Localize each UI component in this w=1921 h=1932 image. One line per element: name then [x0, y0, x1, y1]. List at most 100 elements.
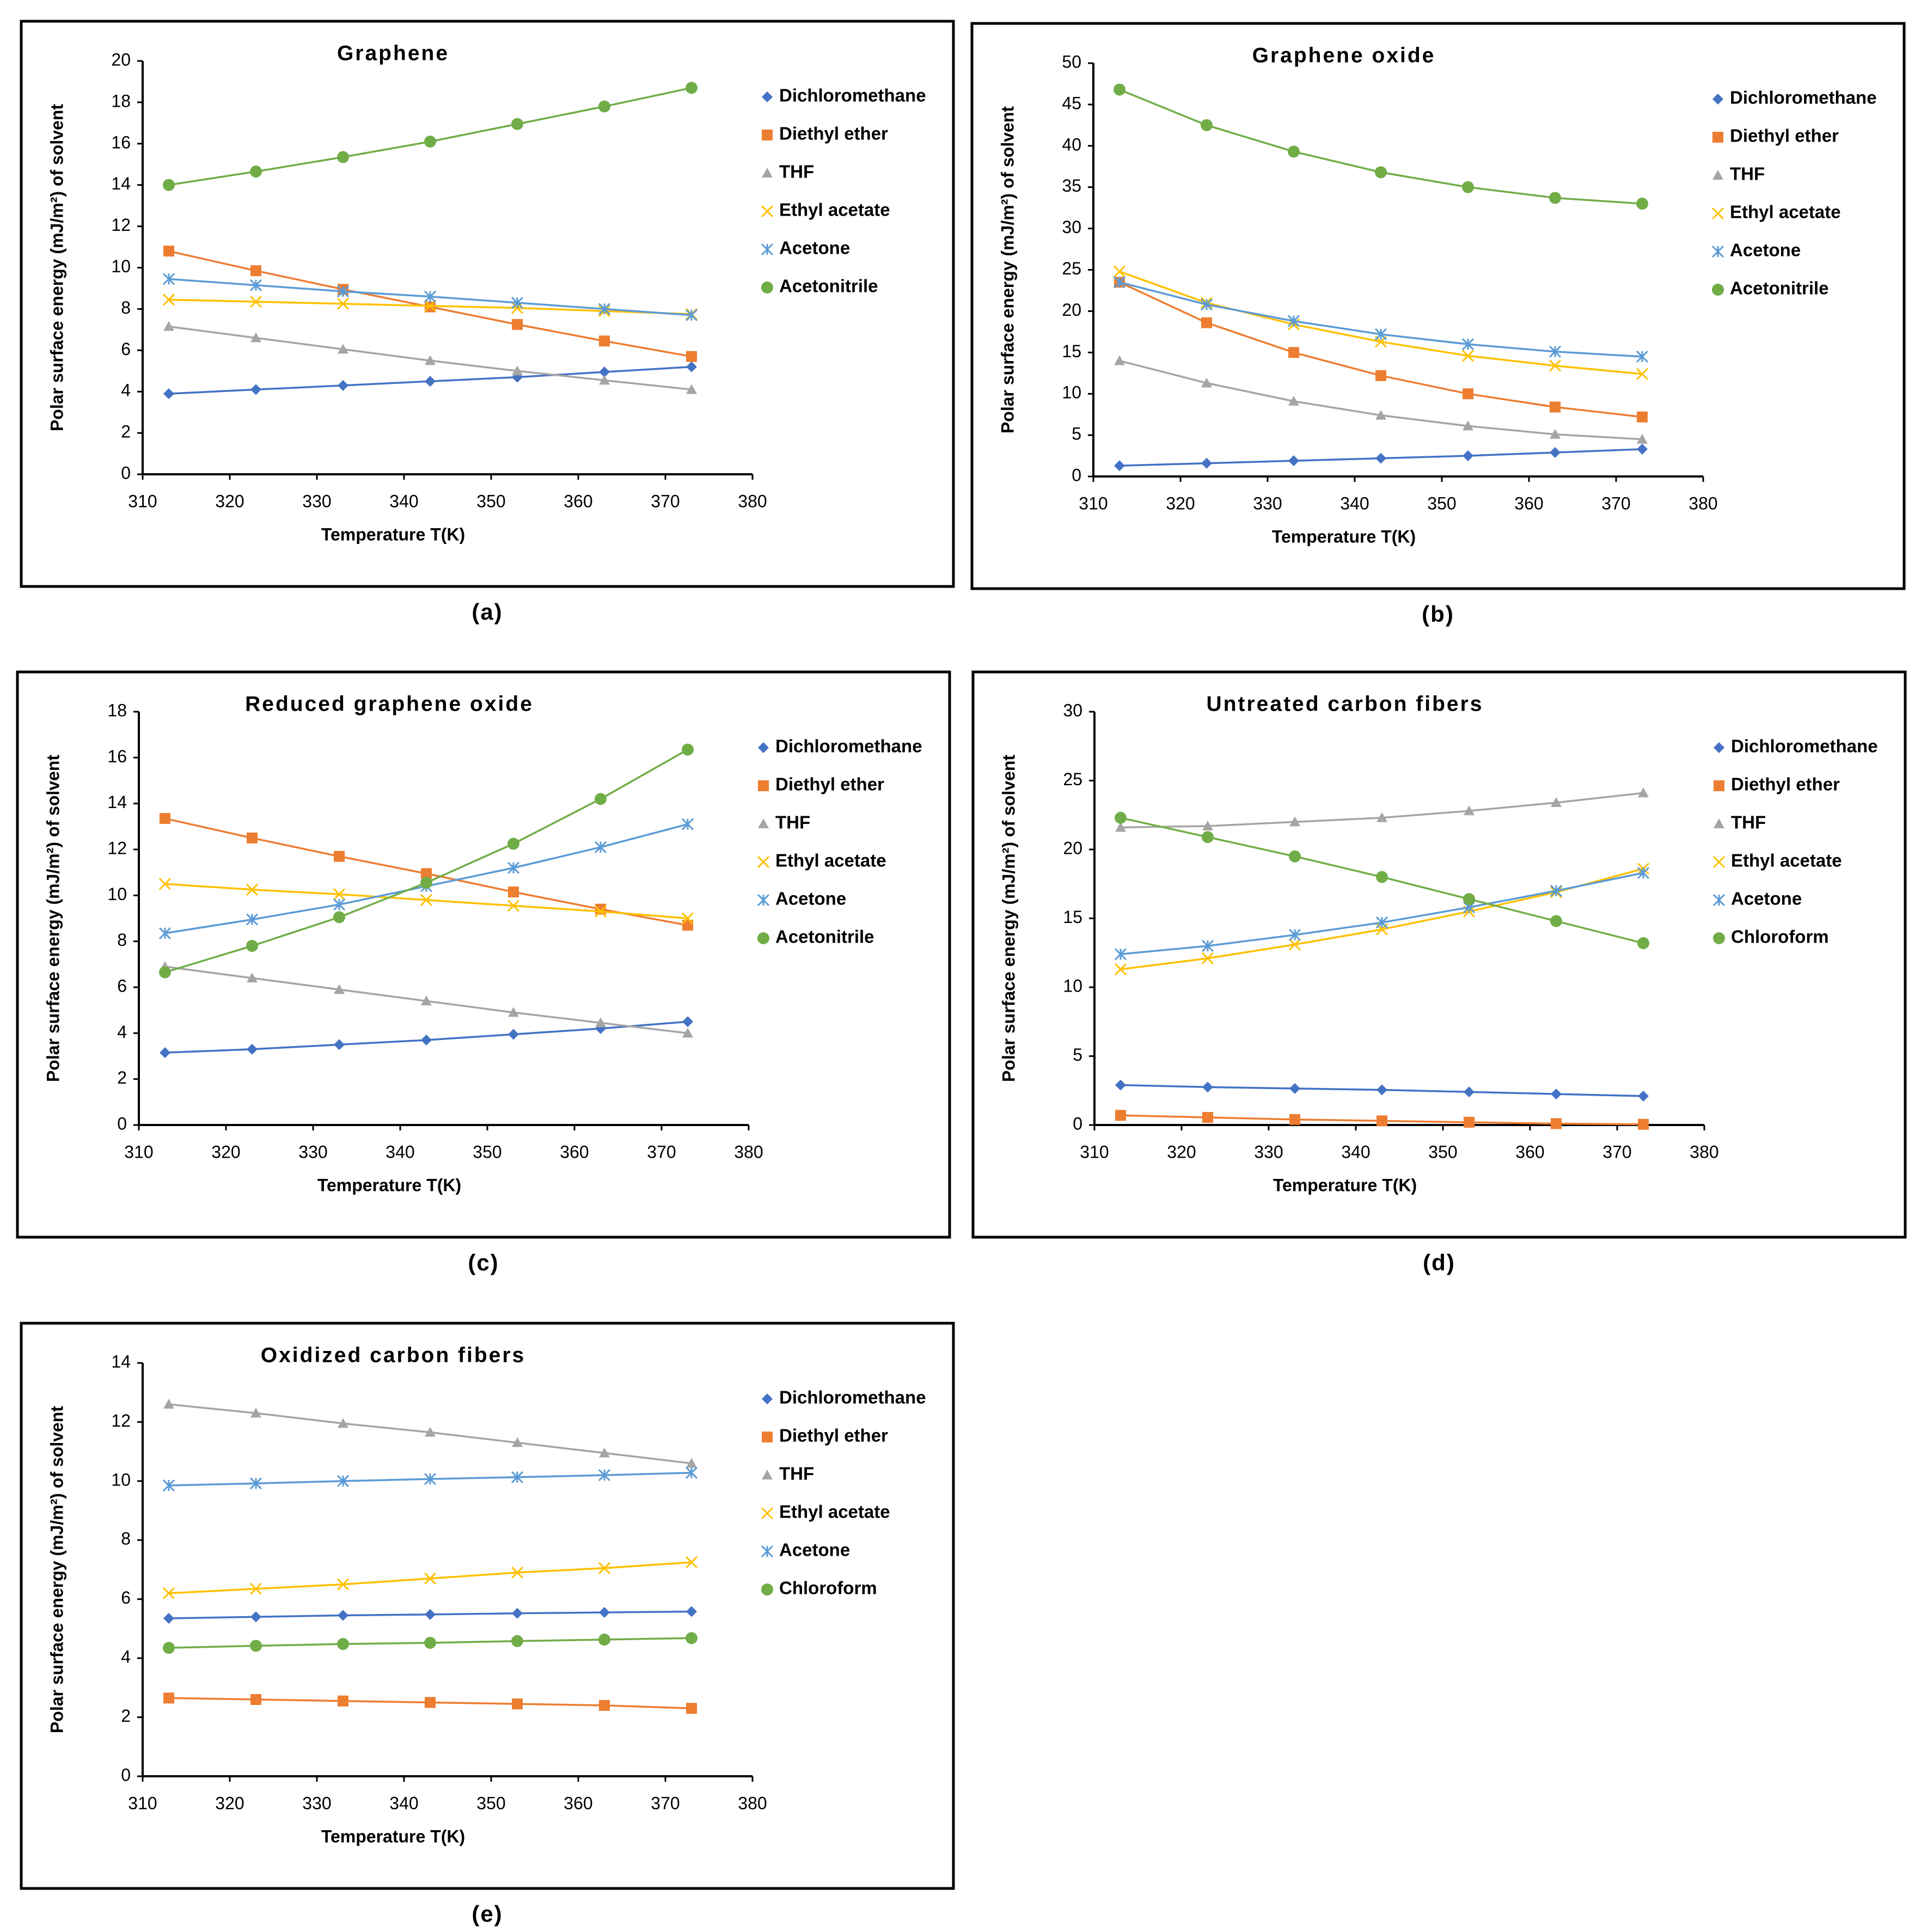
caption: (c) — [468, 1250, 499, 1275]
y-axis-label: Polar surface energy (mJ/m²) of solvent — [47, 1406, 66, 1733]
legend-label: THF — [775, 812, 810, 833]
data-point — [681, 818, 694, 830]
y-tick-label: 6 — [121, 339, 131, 359]
data-point — [160, 813, 170, 824]
data-point — [595, 903, 606, 915]
legend-label: Ethyl acetate — [779, 1502, 890, 1522]
y-tick-label: 5 — [1073, 1045, 1082, 1065]
data-point — [686, 1458, 697, 1468]
y-tick-label: 4 — [121, 1647, 131, 1667]
legend-marker — [761, 1583, 773, 1595]
legend-label: Acetonitrile — [779, 276, 878, 296]
legend-label: Acetone — [779, 238, 850, 258]
data-point — [599, 1607, 610, 1618]
x-tick-label: 320 — [215, 491, 244, 511]
data-point — [425, 376, 436, 387]
y-tick-label: 35 — [1062, 176, 1081, 195]
y-tick-label: 10 — [111, 256, 131, 276]
data-point — [424, 1472, 437, 1485]
data-point — [337, 1475, 350, 1487]
data-point — [512, 365, 523, 376]
data-point — [594, 905, 607, 918]
data-point — [1638, 1118, 1649, 1130]
legend-marker — [762, 1432, 773, 1442]
series-line — [1120, 872, 1644, 956]
y-tick-label: 30 — [1063, 700, 1082, 720]
x-tick-label: 310 — [124, 1142, 153, 1161]
y-tick-label: 0 — [121, 463, 131, 482]
data-point — [158, 927, 172, 939]
legend-label: Diethyl ether — [779, 1426, 888, 1446]
data-point — [595, 1017, 606, 1028]
x-tick-label: 350 — [1428, 1142, 1457, 1161]
data-point — [1376, 812, 1387, 822]
data-point — [686, 1632, 698, 1644]
data-point — [1114, 963, 1127, 976]
data-point — [162, 1587, 175, 1599]
data-point — [424, 1636, 436, 1649]
y-tick-label: 45 — [1062, 93, 1081, 113]
data-point — [682, 920, 693, 931]
data-point — [1550, 401, 1561, 413]
data-point — [334, 1039, 345, 1050]
y-tick-label: 6 — [117, 976, 127, 995]
data-point — [1113, 276, 1126, 289]
data-point — [1551, 1089, 1562, 1100]
legend-label: Ethyl acetate — [1731, 851, 1842, 871]
x-tick-label: 310 — [1079, 493, 1108, 513]
data-point — [1550, 884, 1563, 897]
data-point — [1200, 298, 1213, 311]
legend-label: Acetone — [775, 889, 846, 909]
legend-label: Dichloromethane — [779, 85, 926, 106]
legend-marker — [757, 894, 770, 907]
x-tick-label: 350 — [476, 491, 505, 511]
data-point — [598, 1469, 611, 1482]
legend-marker — [1714, 818, 1724, 828]
chart-title: Oxidized carbon fibers — [261, 1343, 525, 1367]
data-point — [1637, 433, 1648, 444]
data-point — [1201, 952, 1214, 964]
data-point — [162, 273, 175, 285]
legend-label: Acetone — [779, 1540, 850, 1560]
data-point — [249, 279, 262, 291]
data-point — [1461, 338, 1475, 351]
data-point — [598, 1562, 611, 1574]
legend-marker — [762, 168, 773, 178]
data-point — [163, 1398, 174, 1409]
legend-marker — [761, 243, 774, 256]
panel-border — [20, 1322, 955, 1890]
data-point — [1636, 350, 1649, 363]
data-point — [163, 1612, 174, 1624]
data-point — [1201, 940, 1214, 952]
legend-marker — [1712, 132, 1723, 143]
data-point — [163, 321, 174, 331]
data-point — [1375, 453, 1386, 464]
data-point — [1375, 370, 1386, 381]
x-tick-label: 320 — [1166, 493, 1195, 513]
data-point — [1288, 928, 1301, 941]
data-point — [1638, 1090, 1649, 1102]
x-tick-label: 320 — [215, 1793, 244, 1813]
legend-label: Chloroform — [779, 1578, 877, 1598]
data-point — [250, 166, 262, 178]
data-point — [682, 743, 694, 756]
x-tick-label: 330 — [298, 1142, 327, 1161]
data-point — [507, 837, 519, 850]
legend-marker — [761, 1507, 774, 1520]
data-point — [249, 296, 262, 308]
data-point — [599, 335, 610, 347]
legend-label: THF — [779, 1464, 814, 1484]
y-tick-label: 2 — [121, 1706, 131, 1726]
data-point — [1376, 1115, 1387, 1127]
legend-marker — [1714, 742, 1724, 753]
y-axis-label: Polar surface energy (mJ/m²) of solvent — [998, 106, 1017, 433]
legend-marker — [762, 91, 773, 102]
x-axis-label: Temperature T(K) — [321, 1826, 465, 1846]
legend-marker — [761, 1545, 774, 1558]
x-tick-label: 350 — [476, 1793, 505, 1813]
data-point — [1287, 315, 1300, 327]
legend-marker — [758, 742, 769, 753]
data-point — [1637, 411, 1648, 423]
x-tick-label: 310 — [128, 491, 157, 511]
data-point — [1289, 1083, 1300, 1094]
